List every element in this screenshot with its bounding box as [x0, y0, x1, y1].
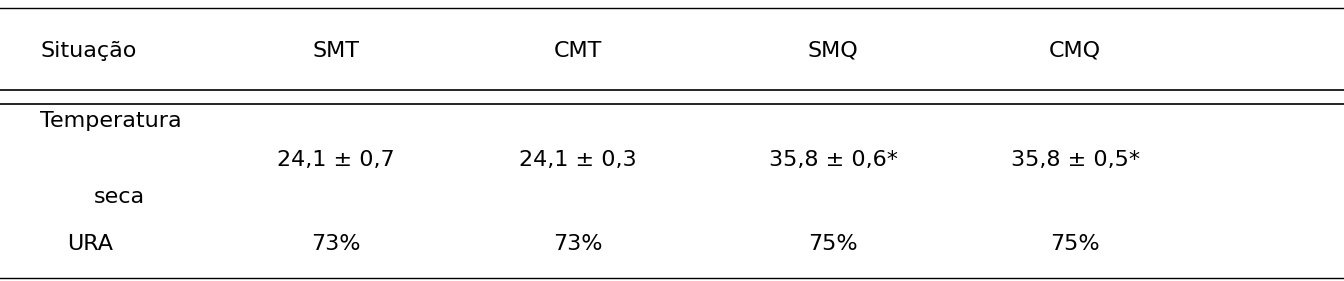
Text: seca: seca: [94, 187, 145, 207]
Text: Situação: Situação: [40, 40, 137, 61]
Text: SMT: SMT: [313, 40, 359, 61]
Text: 73%: 73%: [554, 234, 602, 255]
Text: URA: URA: [67, 234, 113, 255]
Text: 75%: 75%: [809, 234, 857, 255]
Text: 24,1 ± 0,3: 24,1 ± 0,3: [519, 150, 637, 170]
Text: SMQ: SMQ: [808, 40, 859, 61]
Text: 73%: 73%: [312, 234, 360, 255]
Text: CMT: CMT: [554, 40, 602, 61]
Text: CMQ: CMQ: [1050, 40, 1101, 61]
Text: 24,1 ± 0,7: 24,1 ± 0,7: [277, 150, 395, 170]
Text: Temperatura: Temperatura: [40, 111, 181, 131]
Text: 35,8 ± 0,5*: 35,8 ± 0,5*: [1011, 150, 1140, 170]
Text: 75%: 75%: [1051, 234, 1099, 255]
Text: 35,8 ± 0,6*: 35,8 ± 0,6*: [769, 150, 898, 170]
